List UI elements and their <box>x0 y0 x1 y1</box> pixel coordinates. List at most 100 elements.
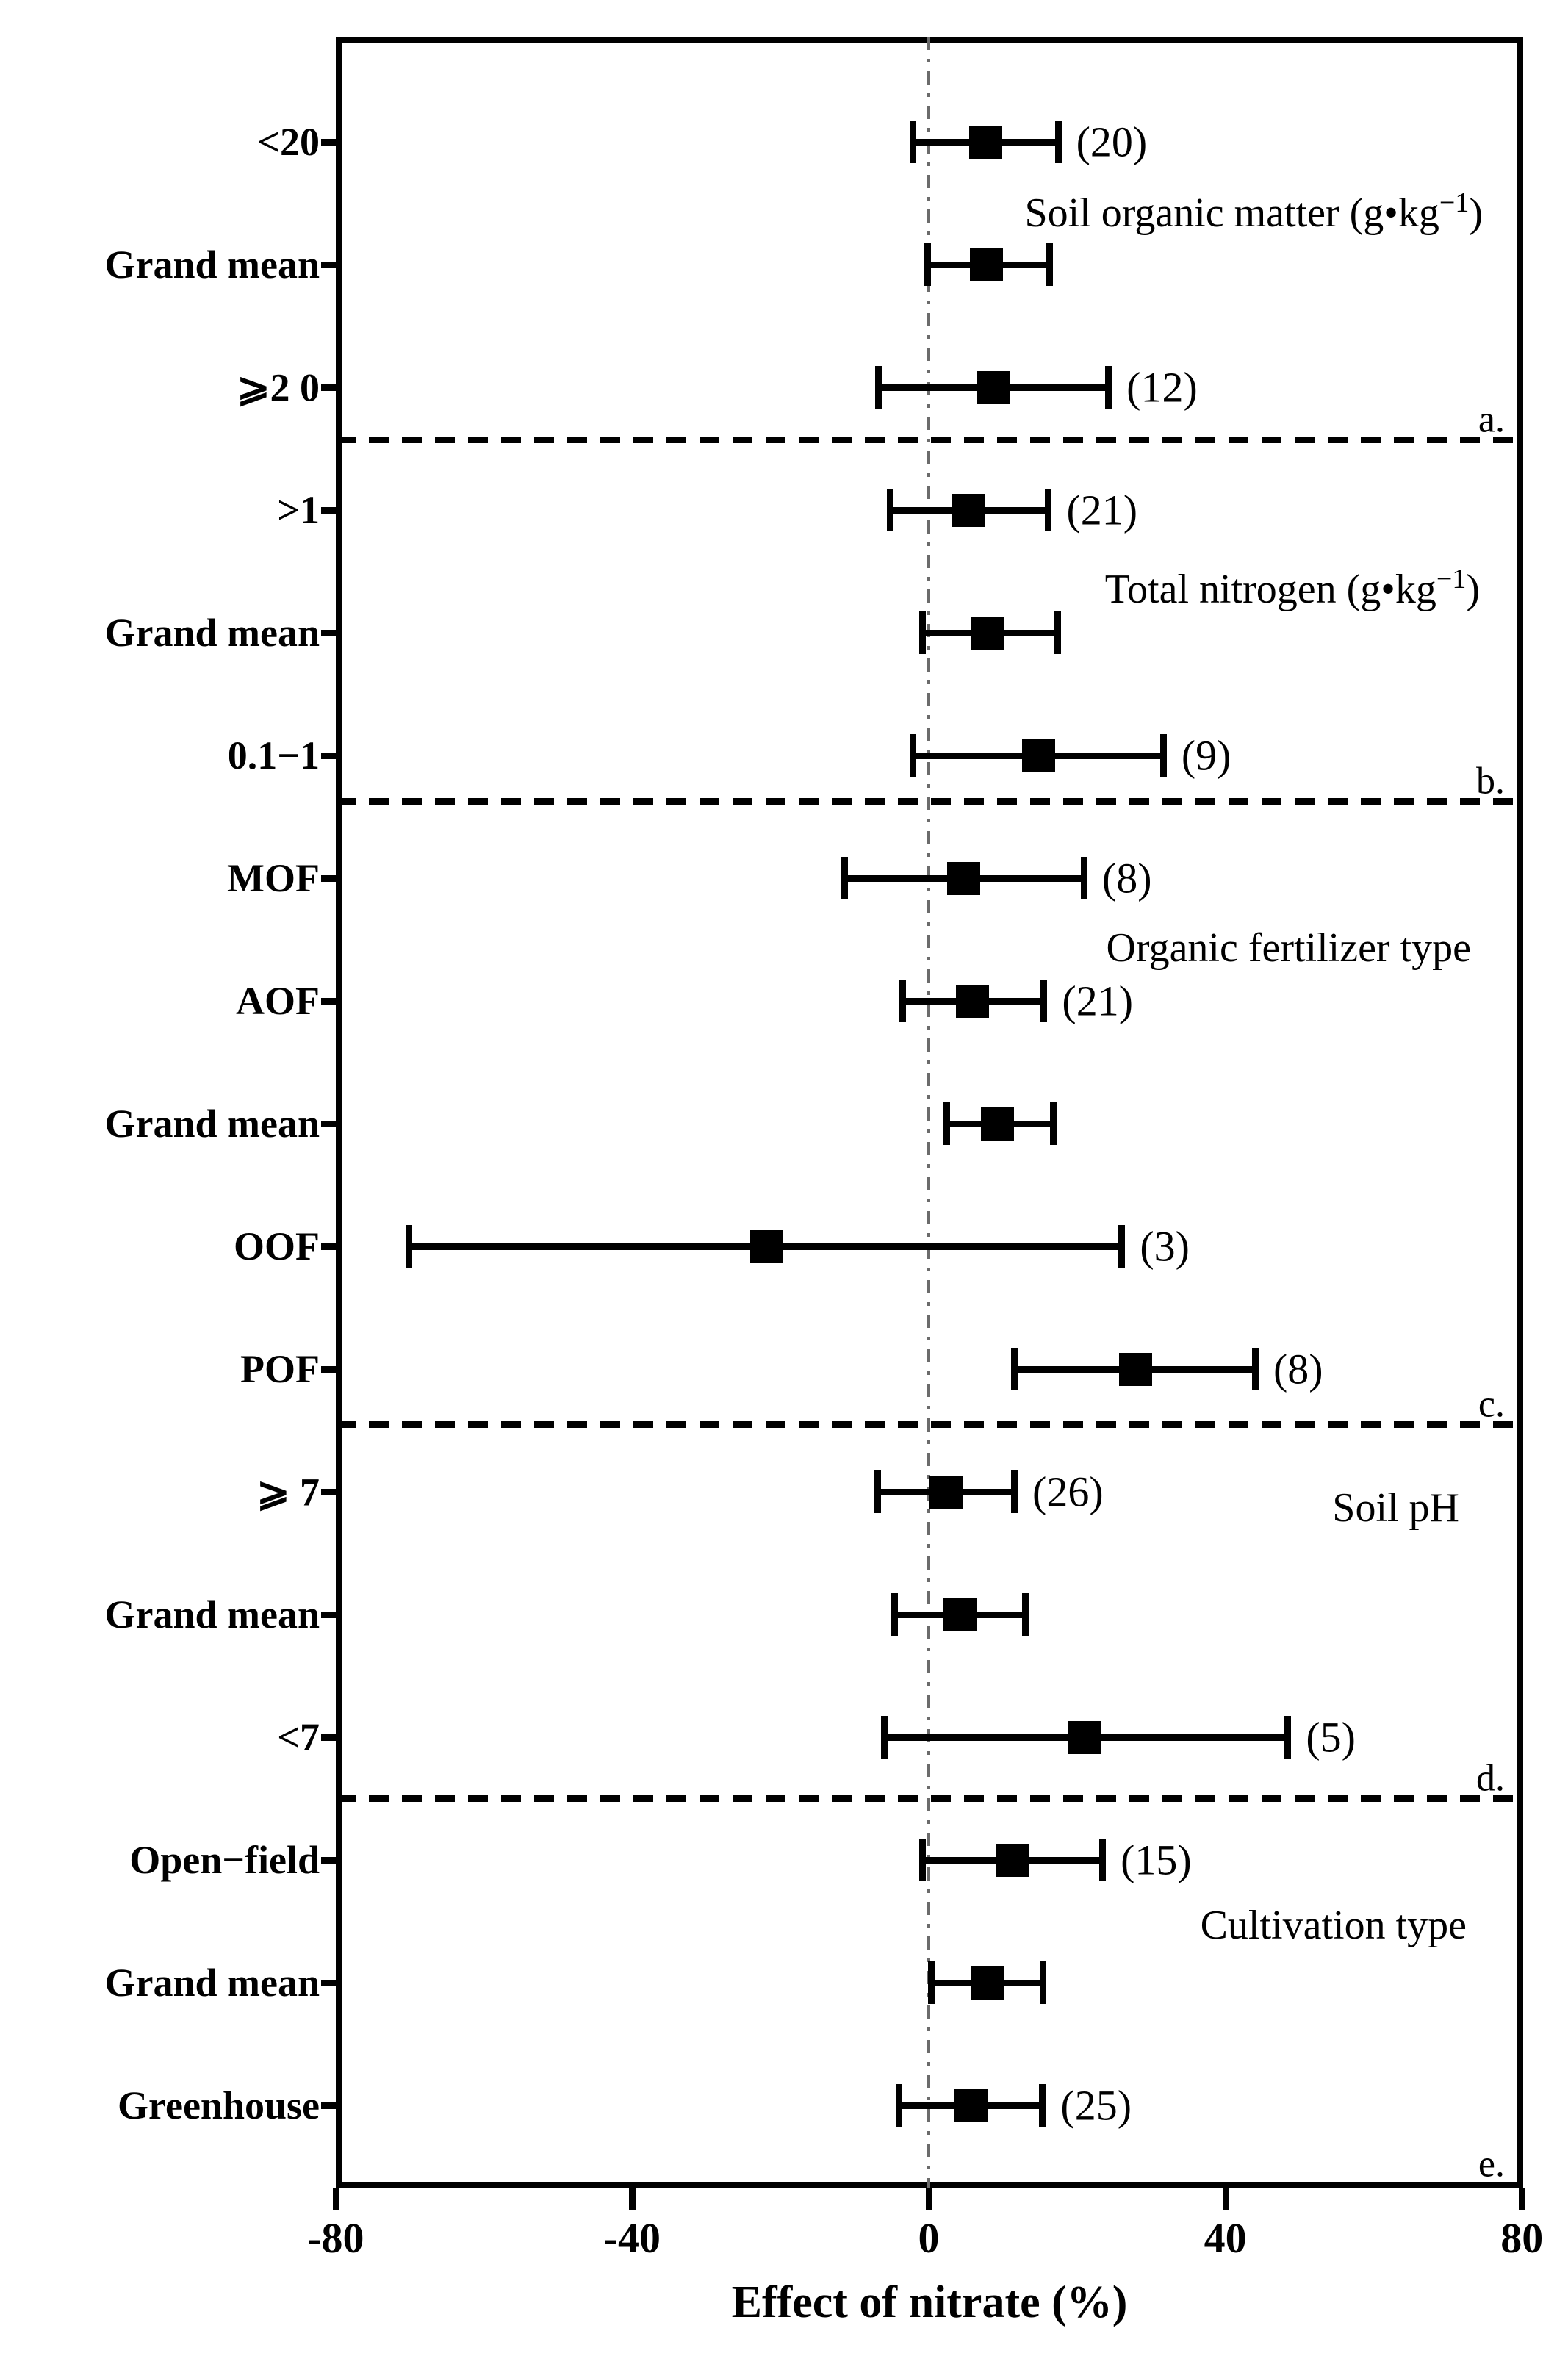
ci-cap-left <box>918 1839 926 1881</box>
sample-size-label: (21) <box>1066 486 1138 534</box>
ci-cap-right <box>1045 489 1052 531</box>
panel-letter: d. <box>1476 1757 1505 1800</box>
mean-estimate-marker <box>956 984 990 1018</box>
x-axis-tick-label: -40 <box>603 2214 661 2262</box>
section-title: Organic fertilizer type <box>1106 925 1471 971</box>
sample-size-label: (8) <box>1101 854 1152 902</box>
mean-estimate-marker <box>952 493 985 527</box>
y-axis-tick <box>321 874 336 882</box>
ci-cap-right <box>1251 1348 1259 1390</box>
category-label: ⩾ 7 <box>256 1470 320 1515</box>
section-separator-line <box>336 1795 1523 1802</box>
y-axis-tick <box>321 2102 336 2109</box>
y-axis-tick <box>321 261 336 268</box>
mean-estimate-marker <box>969 125 1003 159</box>
mean-estimate-marker <box>971 616 1005 650</box>
panel-letter: b. <box>1476 760 1505 802</box>
mean-estimate-marker <box>995 1843 1029 1877</box>
sample-size-label: (8) <box>1273 1345 1323 1393</box>
ci-cap-left <box>841 857 848 899</box>
ci-cap-right <box>1049 1102 1057 1145</box>
mean-estimate-marker <box>1068 1720 1102 1754</box>
mean-estimate-marker <box>970 248 1004 281</box>
y-axis-tick <box>321 1365 336 1373</box>
category-label: POF <box>240 1347 320 1391</box>
y-axis-tick <box>321 997 336 1005</box>
sample-size-label: (9) <box>1181 731 1231 780</box>
mean-estimate-marker <box>946 861 980 895</box>
mean-estimate-marker <box>943 1598 977 1631</box>
ci-cap-right <box>1040 1961 1047 2004</box>
panel-letter: e. <box>1478 2143 1505 2185</box>
mean-estimate-marker <box>1021 739 1055 772</box>
ci-cap-right <box>1118 1225 1126 1268</box>
x-axis-tick-label: 40 <box>1204 2214 1247 2262</box>
category-label: Grand mean <box>104 1592 320 1637</box>
mean-estimate-marker <box>929 1475 963 1509</box>
y-axis-tick <box>321 752 336 759</box>
superscript-exponent: −1 <box>1436 564 1467 595</box>
x-axis-title: Effect of nitrate (%) <box>731 2277 1128 2327</box>
x-axis-tick <box>1519 2188 1526 2210</box>
ci-cap-right <box>1105 366 1112 409</box>
y-axis-tick <box>321 1243 336 1250</box>
ci-cap-right <box>1080 857 1087 899</box>
section-title: Cultivation type <box>1200 1903 1467 1948</box>
panel-letter: c. <box>1478 1383 1505 1426</box>
category-label: ⩾2 0 <box>237 365 320 410</box>
mean-estimate-marker <box>1119 1352 1152 1386</box>
y-axis-tick <box>321 1734 336 1741</box>
ci-cap-left <box>895 2084 902 2127</box>
mean-estimate-marker <box>971 1966 1004 2000</box>
x-axis-tick <box>332 2188 339 2210</box>
section-separator-line <box>336 798 1523 805</box>
section-title: Total nitrogen (g•kg−1) <box>1104 564 1480 612</box>
sample-size-label: (26) <box>1032 1468 1104 1516</box>
ci-cap-left <box>909 121 916 163</box>
y-axis-tick <box>321 1488 336 1495</box>
ci-cap-left <box>1011 1348 1018 1390</box>
category-label: Grand mean <box>104 1961 320 2005</box>
ci-cap-left <box>886 489 893 531</box>
mean-estimate-marker <box>981 1107 1015 1141</box>
zero-reference-line <box>927 37 930 2188</box>
sample-size-label: (3) <box>1140 1222 1190 1271</box>
category-label: OOF <box>234 1224 320 1268</box>
x-axis-tick <box>1222 2188 1229 2210</box>
superscript-exponent: −1 <box>1439 187 1470 219</box>
y-axis-tick <box>321 1120 336 1127</box>
ci-cap-right <box>1099 1839 1107 1881</box>
section-title: Soil organic matter (g•kg−1) <box>1024 187 1483 236</box>
y-axis-tick <box>321 138 336 146</box>
ci-cap-left <box>899 980 906 1022</box>
category-label: MOF <box>227 856 320 900</box>
sample-size-label: (15) <box>1121 1836 1192 1884</box>
ci-cap-left <box>891 1593 898 1636</box>
ci-cap-right <box>1054 121 1062 163</box>
sample-size-label: (21) <box>1062 977 1134 1025</box>
ci-cap-left <box>875 366 882 409</box>
sample-size-label: (20) <box>1076 118 1148 166</box>
y-axis-tick <box>321 384 336 391</box>
sample-size-label: (5) <box>1306 1713 1356 1761</box>
sample-size-label: (12) <box>1126 363 1198 412</box>
ci-cap-right <box>1054 611 1061 654</box>
panel-letter: a. <box>1478 398 1505 441</box>
category-label: Greenhouse <box>117 2083 320 2127</box>
ci-cap-left <box>924 243 931 286</box>
ci-cap-right <box>1040 980 1048 1022</box>
ci-cap-left <box>405 1225 412 1268</box>
ci-cap-right <box>1159 734 1167 777</box>
category-label: >1 <box>277 488 320 532</box>
ci-cap-left <box>943 1102 951 1145</box>
ci-cap-right <box>1011 1470 1018 1513</box>
section-title: Soil pH <box>1332 1485 1459 1531</box>
y-axis-tick <box>321 1611 336 1618</box>
x-axis-tick-label: 80 <box>1500 2214 1544 2262</box>
category-label: Grand mean <box>104 611 320 655</box>
mean-estimate-marker <box>749 1229 783 1263</box>
section-separator-line <box>336 437 1523 443</box>
category-label: Open−field <box>129 1838 320 1882</box>
mean-estimate-marker <box>977 370 1010 404</box>
section-separator-line <box>336 1421 1523 1428</box>
